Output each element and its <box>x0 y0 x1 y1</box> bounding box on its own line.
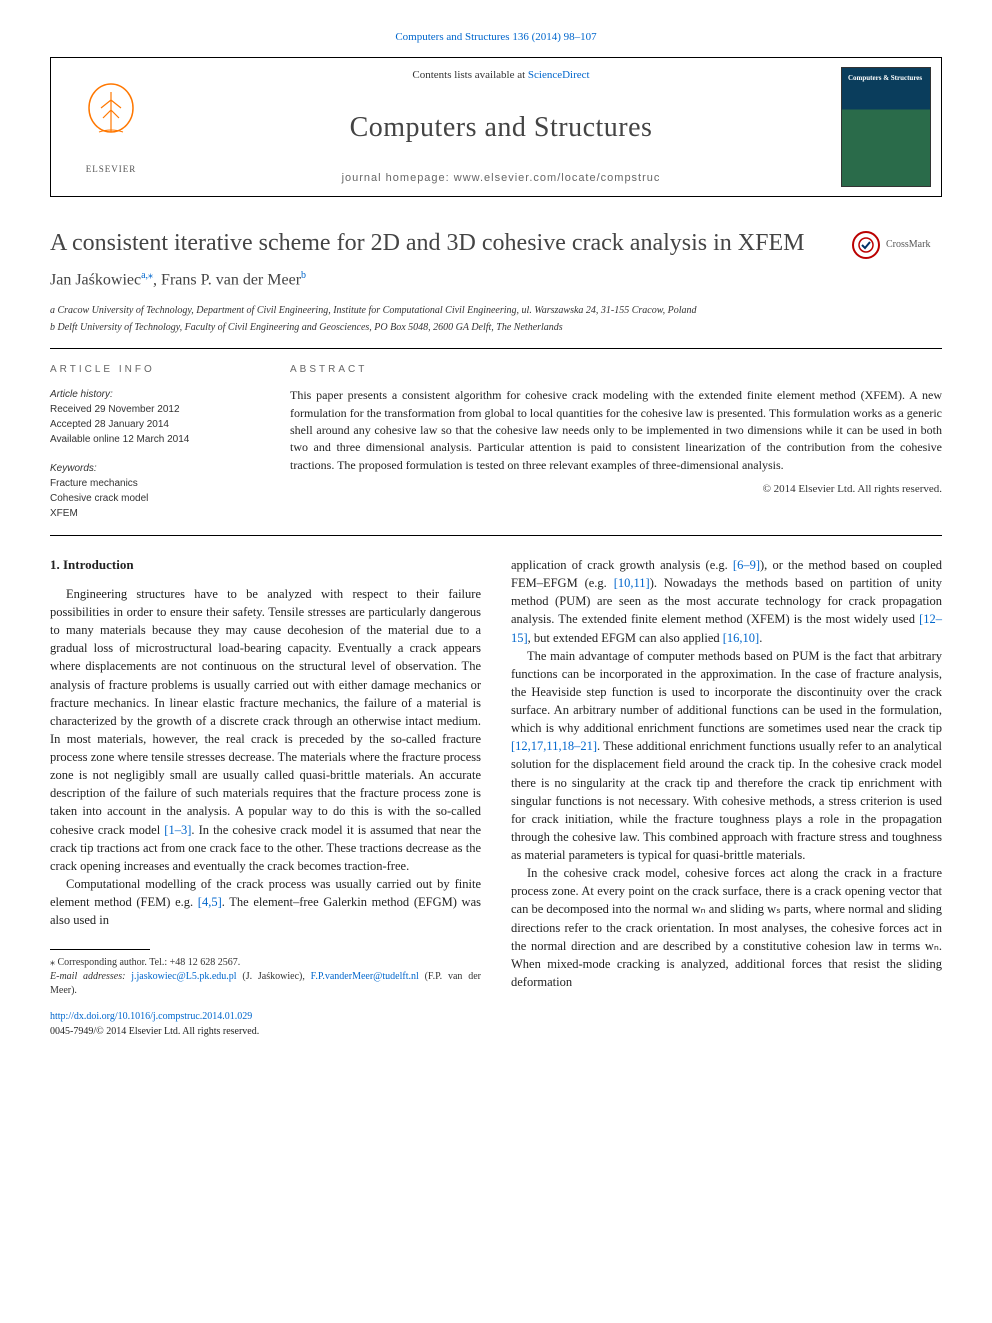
author-1-aff[interactable]: a, <box>141 270 148 281</box>
column-right: application of crack growth analysis (e.… <box>511 556 942 1039</box>
online-date: Available online 12 March 2014 <box>50 432 250 447</box>
received-date: Received 29 November 2012 <box>50 402 250 417</box>
author-2[interactable]: Frans P. van der Meer <box>161 272 301 289</box>
keyword-1: Fracture mechanics <box>50 476 250 491</box>
body-columns: 1. Introduction Engineering structures h… <box>50 556 942 1039</box>
publisher-name: ELSEVIER <box>86 163 137 176</box>
ref-12-21[interactable]: [12,17,11,18–21] <box>511 739 597 753</box>
keyword-3: XFEM <box>50 506 250 521</box>
journal-name: Computers and Structures <box>350 108 653 147</box>
homepage-line: journal homepage: www.elsevier.com/locat… <box>342 171 661 186</box>
cover-title: Computers & Structures <box>848 74 924 84</box>
journal-cover[interactable]: Computers & Structures <box>841 67 931 187</box>
keyword-2: Cohesive crack model <box>50 491 250 506</box>
col2-para-1: application of crack growth analysis (e.… <box>511 556 942 647</box>
top-citation-link[interactable]: Computers and Structures 136 (2014) 98–1… <box>395 31 596 43</box>
article-history: Article history: Received 29 November 20… <box>50 387 250 447</box>
email-label: E-mail addresses: <box>50 971 131 982</box>
info-abstract-row: ARTICLE INFO Article history: Received 2… <box>50 363 942 521</box>
doi-link[interactable]: http://dx.doi.org/10.1016/j.compstruc.20… <box>50 1011 252 1022</box>
c2p2b: . These additional enrichment functions … <box>511 739 942 862</box>
issn-copyright: 0045-7949/© 2014 Elsevier Ltd. All right… <box>50 1025 481 1040</box>
email-line: E-mail addresses: j.jaskowiec@L5.pk.edu.… <box>50 970 481 998</box>
contents-line: Contents lists available at ScienceDirec… <box>412 68 589 83</box>
doi-block: http://dx.doi.org/10.1016/j.compstruc.20… <box>50 1010 481 1039</box>
ref-16-10[interactable]: [16,10] <box>723 631 759 645</box>
abstract-text: This paper presents a consistent algorit… <box>290 387 942 474</box>
header-center: Contents lists available at ScienceDirec… <box>171 58 831 196</box>
corresponding-author: ⁎ Corresponding author. Tel.: +48 12 628… <box>50 956 481 970</box>
abstract-copyright: © 2014 Elsevier Ltd. All rights reserved… <box>290 482 942 497</box>
keywords-block: Keywords: Fracture mechanics Cohesive cr… <box>50 461 250 521</box>
history-label: Article history: <box>50 387 250 402</box>
ref-10-11[interactable]: [10,11] <box>614 576 650 590</box>
article-title: A consistent iterative scheme for 2D and… <box>50 229 852 258</box>
crossmark-icon <box>852 231 880 259</box>
section-1-heading: 1. Introduction <box>50 556 481 575</box>
divider-2 <box>50 535 942 536</box>
footnote-separator <box>50 949 150 950</box>
abstract: ABSTRACT This paper presents a consisten… <box>290 363 942 521</box>
c2p1e: . <box>759 631 762 645</box>
journal-header: ELSEVIER Contents lists available at Sci… <box>50 57 942 197</box>
homepage-prefix: journal homepage: <box>342 172 454 184</box>
affiliation-b: b Delft University of Technology, Facult… <box>50 321 942 334</box>
journal-cover-cell: Computers & Structures <box>831 58 941 196</box>
footnotes: ⁎ Corresponding author. Tel.: +48 12 628… <box>50 956 481 998</box>
crossmark-badge[interactable]: CrossMark <box>852 229 942 261</box>
c2p2a: The main advantage of computer methods b… <box>511 649 942 736</box>
elsevier-tree-icon <box>81 80 141 159</box>
p1a: Engineering structures have to be analyz… <box>50 587 481 837</box>
intro-para-1: Engineering structures have to be analyz… <box>50 585 481 875</box>
crossmark-label: CrossMark <box>886 238 930 252</box>
ref-1-3[interactable]: [1–3] <box>164 823 191 837</box>
author-1[interactable]: Jan Jaśkowiec <box>50 272 141 289</box>
ref-4-5[interactable]: [4,5] <box>198 895 222 909</box>
title-row: A consistent iterative scheme for 2D and… <box>50 229 942 261</box>
intro-para-2: Computational modelling of the crack pro… <box>50 875 481 929</box>
c2p1d: , but extended EFGM can also applied <box>528 631 723 645</box>
divider-1 <box>50 348 942 349</box>
author-sep: , <box>153 272 161 289</box>
accepted-date: Accepted 28 January 2014 <box>50 417 250 432</box>
top-citation: Computers and Structures 136 (2014) 98–1… <box>50 30 942 45</box>
email-1-name: (J. Jaśkowiec), <box>237 971 311 982</box>
email-1[interactable]: j.jaskowiec@L5.pk.edu.pl <box>131 971 236 982</box>
col2-para-3: In the cohesive crack model, cohesive fo… <box>511 864 942 991</box>
elsevier-logo[interactable]: ELSEVIER <box>71 77 151 177</box>
abstract-heading: ABSTRACT <box>290 363 942 377</box>
column-left: 1. Introduction Engineering structures h… <box>50 556 481 1039</box>
article-info: ARTICLE INFO Article history: Received 2… <box>50 363 250 521</box>
article-info-heading: ARTICLE INFO <box>50 363 250 377</box>
publisher-logo-cell: ELSEVIER <box>51 58 171 196</box>
affiliation-a: a Cracow University of Technology, Depar… <box>50 304 942 317</box>
authors: Jan Jaśkowieca,⁎, Frans P. van der Meerb <box>50 269 942 292</box>
col2-para-2: The main advantage of computer methods b… <box>511 647 942 865</box>
homepage-url[interactable]: www.elsevier.com/locate/compstruc <box>454 172 661 184</box>
author-2-aff[interactable]: b <box>301 270 306 281</box>
contents-prefix: Contents lists available at <box>412 69 527 81</box>
ref-6-9[interactable]: [6–9] <box>733 558 760 572</box>
email-2[interactable]: F.P.vanderMeer@tudelft.nl <box>311 971 419 982</box>
c2p1a: application of crack growth analysis (e.… <box>511 558 733 572</box>
sciencedirect-link[interactable]: ScienceDirect <box>528 69 590 81</box>
keywords-label: Keywords: <box>50 461 250 476</box>
